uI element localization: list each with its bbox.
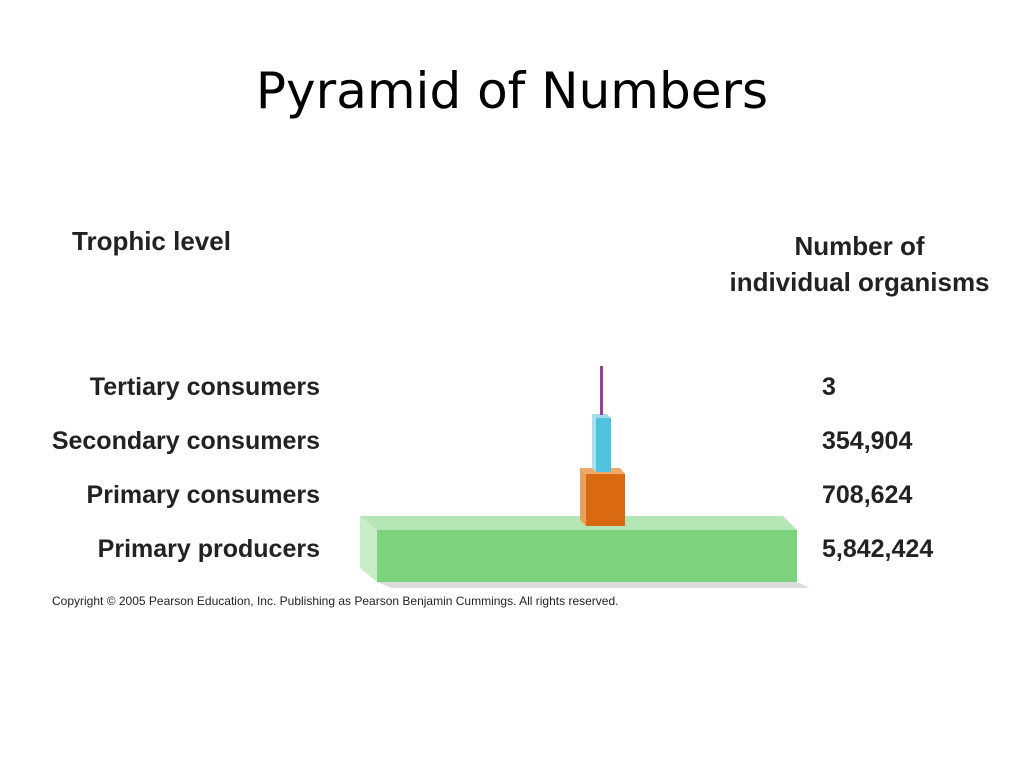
primary-consumers-block-left	[580, 468, 586, 526]
copyright-notice: Copyright © 2005 Pearson Education, Inc.…	[52, 594, 619, 608]
level-label-primary-consumers: Primary consumers	[86, 481, 320, 509]
count-tertiary-consumers: 3	[822, 373, 836, 401]
number-header-line1: Number of	[794, 231, 925, 261]
producers-block	[360, 516, 810, 588]
producers-block-shadow	[377, 582, 810, 588]
tertiary-consumers-block	[600, 366, 603, 415]
number-header-line2: individual organisms	[729, 267, 990, 297]
level-label-secondary-consumers: Secondary consumers	[51, 427, 320, 455]
producers-block-front	[377, 530, 797, 582]
producers-block-left	[360, 516, 377, 582]
level-label-tertiary-consumers: Tertiary consumers	[89, 373, 320, 401]
primary-consumers-block	[580, 468, 625, 526]
primary-consumers-block-front	[586, 474, 625, 526]
trophic-level-header: Trophic level	[72, 226, 231, 256]
count-secondary-consumers: 354,904	[822, 427, 913, 455]
number-of-organisms-header: Number of individual organisms	[712, 228, 1007, 300]
secondary-consumers-block-left	[592, 414, 596, 472]
secondary-consumers-block-front	[596, 418, 611, 472]
count-primary-producers: 5,842,424	[822, 535, 934, 563]
secondary-consumers-block	[592, 414, 611, 472]
slide-title: Pyramid of Numbers	[255, 62, 769, 120]
secondary-consumers-block-top	[592, 414, 611, 418]
count-primary-consumers: 708,624	[822, 481, 913, 509]
producers-block-top	[360, 516, 797, 530]
level-label-primary-producers: Primary producers	[97, 535, 320, 563]
